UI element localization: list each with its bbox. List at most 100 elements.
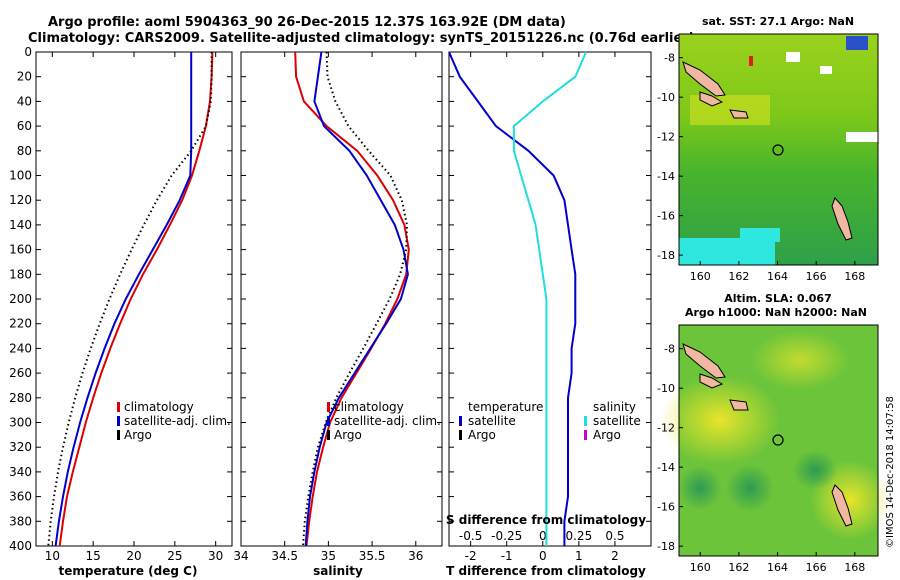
depth-tick-label: 340 [9, 465, 32, 479]
difference-legend: temperature satellite Argo salinity sate… [459, 400, 641, 442]
depth-tick-label: 60 [17, 119, 32, 133]
difference-s-tick-label: 0 [539, 529, 547, 543]
map_sla-xtick-label: 166 [806, 561, 827, 574]
depth-tick-label: 140 [9, 218, 32, 232]
sst-island-3 [729, 109, 749, 119]
legend-label-t-argo: Argo [468, 428, 496, 442]
salinity-xtick-label: 34.5 [271, 549, 298, 563]
map_sla-ytick-label: -10 [657, 382, 675, 395]
sla-map-title-line2: Argo h1000: NaN h2000: NaN [685, 306, 867, 319]
temperature-series-climatology [58, 51, 214, 547]
map_sst-xtick-label: 160 [690, 270, 711, 283]
legend-swatch-satellite [327, 416, 330, 426]
map_sst-xtick-label: 166 [806, 270, 827, 283]
temperature-xtick-label: 20 [126, 549, 141, 563]
figure-title-line1: Argo profile: aoml 5904363_90 26-Dec-201… [48, 15, 566, 30]
sst-map-ticks: 160 162 164 166 168 -8 -10 -12 -14 -16 -18 [657, 52, 865, 283]
sla-low-1 [678, 466, 722, 510]
sst-missing-3 [820, 66, 832, 74]
map_sst-ytick-label: -8 [664, 52, 675, 65]
temperature-plot-frame [35, 51, 233, 547]
depth-tick-label: 400 [9, 539, 32, 553]
map_sst-ytick-label: -18 [657, 249, 675, 262]
depth-tick-label: 220 [9, 317, 32, 331]
legend-swatch-s-satellite [584, 416, 587, 426]
temperature-series-argo [47, 52, 213, 547]
legend-label-argo: Argo [124, 428, 152, 442]
legend-label-climatology: climatology [334, 400, 404, 414]
legend-swatch-argo [327, 430, 330, 440]
legend-label-argo: Argo [334, 428, 362, 442]
sla-map-ticks: 160 162 164 166 168 -8 -10 -12 -14 -16 -18 [657, 343, 865, 574]
difference-xtick-label: 2 [611, 549, 619, 563]
map_sst-ytick-label: -10 [657, 91, 675, 104]
difference-series-temperature-satellite [448, 51, 577, 546]
difference-xtick-label: 1 [575, 549, 583, 563]
sst-map-title: sat. SST: 27.1 Argo: NaN [702, 15, 854, 28]
sst-missing-1 [786, 52, 800, 62]
depth-tick-label: 100 [9, 169, 32, 183]
map_sla-xtick-label: 162 [728, 561, 749, 574]
sst-patch-blue [846, 36, 868, 50]
difference-axis-label: T difference from climatology [446, 564, 646, 578]
depth-tick-label: 280 [9, 391, 32, 405]
depth-tick-label: 240 [9, 341, 32, 355]
figure-title-line2: Climatology: CARS2009. Satellite-adjuste… [28, 31, 695, 46]
temperature-panel: 10 15 20 25 30020406080100120140160180200220… [9, 45, 233, 563]
depth-tick-label: 320 [9, 440, 32, 454]
legend-swatch-argo [117, 430, 120, 440]
sst-patch-red [749, 56, 753, 66]
map_sla-ytick-label: -8 [664, 343, 675, 356]
sla-map-frame [678, 324, 879, 557]
legend-swatch-climatology [117, 402, 120, 412]
legend-swatch-climatology [327, 402, 330, 412]
depth-tick-label: 380 [9, 514, 32, 528]
salinity-panel: 34 34.5 35 35.5 36 [233, 51, 443, 563]
difference-series-salinity-satellite [512, 51, 588, 546]
depth-tick-label: 80 [17, 144, 32, 158]
sla-island-4 [831, 484, 853, 527]
argo-location-marker [772, 434, 784, 446]
temperature-legend: climatology satellite-adj. clim. Argo [117, 400, 231, 442]
depth-tick-label: 0 [24, 45, 32, 59]
salinity-legend: climatology satellite-adj. clim. Argo [327, 400, 441, 442]
legend-label-s-satellite: satellite [593, 414, 641, 428]
legend-label-satellite: satellite-adj. clim. [334, 414, 441, 428]
depth-tick-label: 20 [17, 70, 32, 84]
map_sla-ytick-label: -18 [657, 540, 675, 553]
legend-swatch-s-argo [584, 430, 587, 440]
sla-island-1 [682, 343, 726, 379]
legend-label-t-satellite: satellite [468, 414, 516, 428]
legend-swatch-satellite [117, 416, 120, 426]
legend-swatch-t-argo [459, 430, 462, 440]
depth-tick-label: 120 [9, 193, 32, 207]
salinity-series-argo [302, 51, 409, 547]
sst-missing-2 [846, 132, 878, 142]
map_sla-ytick-label: -16 [657, 501, 675, 514]
difference-s-tick-label: -0.5 [459, 529, 482, 543]
sla-low-3 [793, 450, 837, 490]
map_sst-ytick-label: -16 [657, 210, 675, 223]
map_sla-xtick-label: 168 [844, 561, 865, 574]
map_sla-ytick-label: -14 [657, 461, 675, 474]
temperature-axis-label: temperature (deg C) [59, 564, 198, 578]
sla-high-2 [750, 330, 850, 390]
depth-tick-label: 200 [9, 292, 32, 306]
difference-plot-frame [448, 51, 652, 547]
map_sst-ytick-label: -14 [657, 170, 675, 183]
map_sla-ytick-label: -12 [657, 422, 675, 435]
depth-tick-label: 360 [9, 490, 32, 504]
salinity-series-satellite-adj-clim- [304, 51, 409, 547]
sst-island-4 [831, 197, 853, 241]
difference-xtick-label: -2 [465, 549, 477, 563]
argo-location-marker [772, 144, 784, 156]
depth-tick-label: 260 [9, 366, 32, 380]
sla-map [660, 324, 890, 557]
legend-title-salinity: salinity [593, 400, 636, 414]
sst-patch-cyan-2 [740, 228, 780, 242]
imos-credit: ©IMOS 14-Dec-2018 14:07:58 [885, 396, 896, 548]
temperature-xtick-label: 25 [167, 549, 182, 563]
salinity-plot-frame [240, 51, 443, 547]
difference-panel: -2 -1 0 1 2 -0.5 -0.25 0 0.25 0.5 [448, 51, 652, 563]
map_sst-xtick-label: 164 [767, 270, 788, 283]
